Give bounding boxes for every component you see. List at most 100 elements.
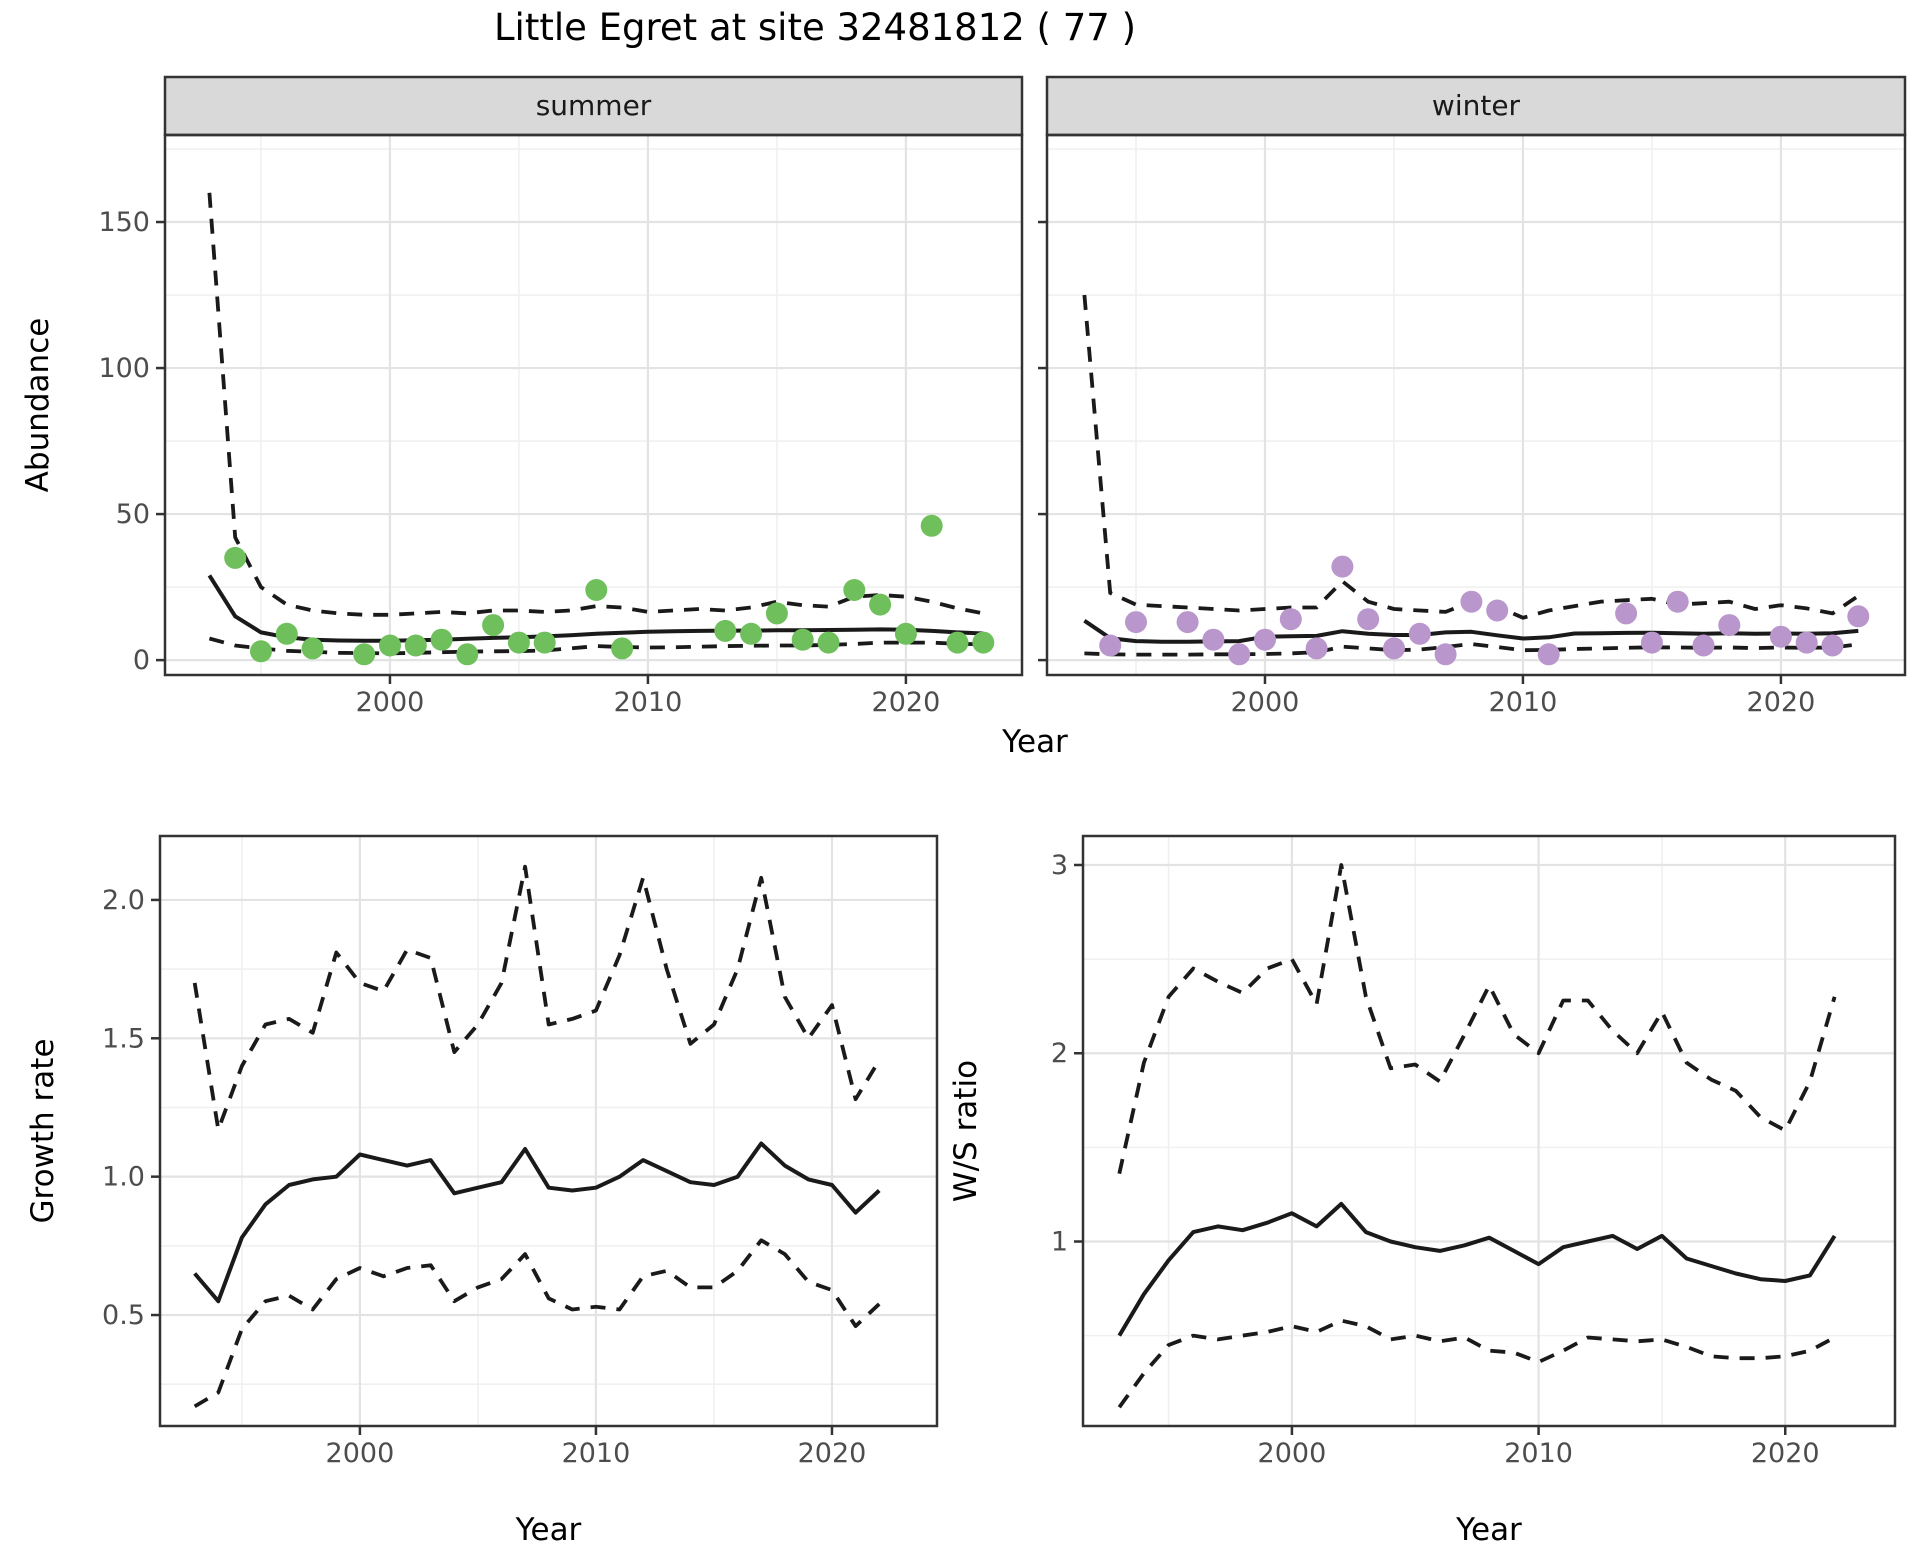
data-point: [1434, 643, 1457, 666]
x-tick-label: 2000: [1258, 1438, 1327, 1469]
data-point: [1357, 608, 1380, 631]
x-axis-title-year-ws: Year: [1456, 1512, 1522, 1548]
x-tick-label: 2010: [562, 1438, 631, 1469]
data-point: [1537, 643, 1560, 666]
y-tick-label: 50: [116, 499, 150, 530]
x-tick-label: 2020: [1751, 1438, 1820, 1469]
y-tick-label: 1: [1051, 1227, 1068, 1258]
data-point: [1228, 643, 1251, 666]
panel-border-abundance-summer: [163, 133, 1024, 677]
data-point: [1383, 637, 1405, 660]
y-tick-label: 100: [98, 353, 150, 384]
data-point: [1305, 637, 1328, 660]
x-tick-label: 2010: [1489, 687, 1558, 718]
y-tick-label: 0: [133, 645, 150, 676]
x-tick-label: 2020: [798, 1438, 867, 1469]
data-point: [869, 593, 892, 616]
data-point: [894, 622, 917, 645]
data-point: [1769, 625, 1792, 648]
data-point: [1486, 599, 1509, 622]
facet-strip-winter: [1045, 75, 1907, 137]
y-tick-label: 0.5: [102, 1300, 145, 1331]
figure-title: Little Egret at site 32481812 ( 77 ): [493, 6, 1137, 49]
upper-ci-line: [192, 864, 881, 1132]
upper-ci-line: [1117, 863, 1837, 1175]
data-point: [765, 602, 788, 625]
data-point: [1692, 634, 1715, 657]
data-point: [224, 546, 247, 569]
data-point: [275, 622, 298, 645]
data-point: [1099, 634, 1122, 657]
lower-ci-line: [193, 1238, 881, 1409]
data-point: [507, 631, 530, 654]
data-point: [353, 643, 376, 666]
fit-line: [1083, 619, 1859, 644]
data-point: [482, 614, 505, 637]
facet-strip-label-winter: winter: [1431, 89, 1521, 122]
panel-border-ws-ratio: [1081, 834, 1897, 1428]
data-point: [430, 628, 453, 651]
data-point: [1176, 611, 1199, 634]
lower-ci-line: [1084, 642, 1859, 657]
data-point: [611, 637, 634, 660]
data-point: [946, 631, 969, 654]
data-point: [1331, 555, 1354, 578]
y-tick-label: 2.0: [102, 885, 145, 916]
data-point: [843, 579, 866, 601]
y-tick-label: 1.5: [102, 1023, 145, 1054]
data-point: [533, 631, 556, 654]
data-point: [1254, 628, 1276, 651]
x-tick-label: 2000: [356, 687, 425, 718]
data-point: [791, 628, 814, 651]
upper-ci-line: [207, 192, 984, 617]
data-point: [1125, 611, 1147, 634]
data-point: [1202, 628, 1225, 651]
y-tick-label: 2: [1051, 1038, 1068, 1069]
data-point: [1718, 614, 1741, 637]
lower-ci-line: [208, 636, 984, 656]
y-axis-title-abundance: Abundance: [20, 317, 56, 493]
data-point: [1615, 602, 1638, 625]
data-point: [1640, 631, 1663, 654]
fit-line: [207, 574, 984, 643]
x-tick-label: 2010: [614, 687, 683, 718]
x-axis-title-year-growth: Year: [515, 1512, 582, 1548]
x-tick-label: 2020: [872, 687, 941, 718]
data-point: [1408, 622, 1431, 645]
data-point: [920, 514, 943, 537]
y-tick-label: 1.0: [102, 1162, 145, 1193]
facet-strip-label-summer: summer: [535, 89, 652, 122]
data-point: [1821, 634, 1844, 657]
data-point: [1795, 631, 1818, 654]
data-point: [714, 619, 737, 642]
y-tick-label: 3: [1051, 850, 1068, 881]
lower-ci-line: [1117, 1318, 1836, 1409]
data-point: [740, 622, 763, 645]
data-point: [1460, 590, 1483, 613]
fit-line: [193, 1141, 881, 1304]
x-tick-label: 2000: [326, 1438, 395, 1469]
upper-ci-line: [1082, 294, 1860, 620]
data-point: [379, 634, 401, 657]
data-point: [972, 631, 995, 654]
data-point: [404, 634, 427, 657]
data-point: [1666, 590, 1689, 613]
data-point: [456, 643, 479, 666]
x-tick-label: 2020: [1747, 687, 1816, 718]
data-point: [585, 579, 608, 601]
x-axis-title-year-top: Year: [1002, 724, 1068, 760]
fit-line: [1117, 1201, 1837, 1337]
panel-border-growth-rate: [158, 834, 939, 1428]
x-tick-label: 2000: [1231, 687, 1300, 718]
y-axis-title-growth-rate: Growth rate: [25, 1038, 61, 1224]
data-point: [250, 640, 272, 663]
data-point: [301, 637, 324, 660]
y-tick-label: 150: [98, 207, 150, 238]
facet-strip-summer: [163, 75, 1024, 137]
x-tick-label: 2010: [1504, 1438, 1573, 1469]
y-axis-title-ws-ratio: W/S ratio: [948, 1059, 984, 1203]
panel-border-abundance-winter: [1045, 133, 1907, 677]
data-point: [817, 631, 840, 654]
